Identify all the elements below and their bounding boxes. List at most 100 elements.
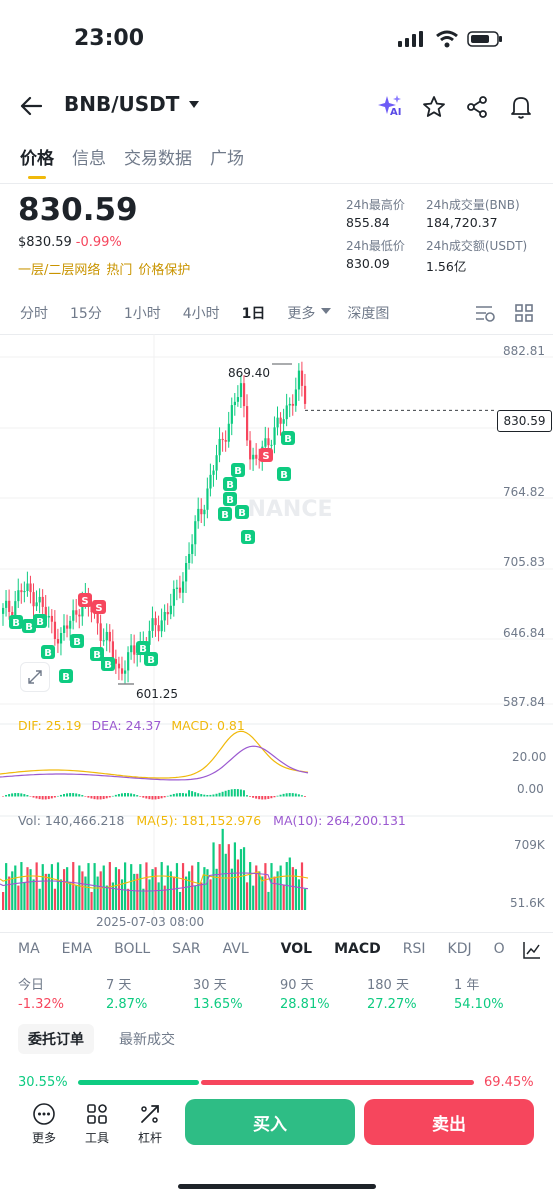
tab-trading-data[interactable]: 交易数据	[124, 149, 192, 169]
volume-bar	[276, 871, 279, 910]
marker-bg	[235, 505, 249, 519]
volume-bar	[270, 863, 273, 910]
marker-bg	[223, 492, 237, 506]
interval-4h[interactable]: 4小时	[182, 306, 220, 322]
tab-order-book[interactable]: 委托订单	[18, 1024, 94, 1054]
tools-tool[interactable]: 工具	[77, 1102, 117, 1146]
indicator-ema[interactable]: EMA	[61, 941, 93, 957]
vol-bnb-value: 184,720.37	[426, 215, 498, 230]
indicator-ma[interactable]: MA	[18, 941, 40, 957]
interval-1d[interactable]: 1日	[241, 306, 266, 322]
tools-label: 工具	[84, 1131, 109, 1145]
vol-usdt-value: 1.56亿	[426, 259, 467, 274]
macd-bar	[44, 796, 47, 800]
chart-grid	[0, 334, 553, 924]
candle-body	[285, 405, 288, 420]
tab-latest-trades[interactable]: 最新成交	[119, 1032, 175, 1048]
perf-label: 30 天	[193, 978, 227, 993]
tab-info[interactable]: 信息	[72, 149, 106, 169]
volume-bar	[90, 891, 93, 910]
back-arrow-icon[interactable]	[20, 96, 42, 116]
candle-body	[203, 509, 206, 515]
macd-bar	[279, 794, 282, 797]
more-label: 更多	[31, 1131, 56, 1145]
more-tool[interactable]: 更多	[24, 1102, 64, 1146]
home-indicator	[178, 1184, 376, 1189]
volume-bar	[63, 869, 66, 910]
indicator-rsi[interactable]: RSI	[402, 941, 426, 957]
marker-bg	[259, 448, 273, 462]
indicator-kdj[interactable]: KDJ	[447, 941, 472, 957]
marker-bg	[78, 593, 92, 607]
tag-price-protection[interactable]: 价格保护	[138, 263, 191, 278]
buy-button[interactable]: 买入	[185, 1099, 355, 1145]
low-marker-label: 601.25	[136, 687, 178, 701]
candle-body	[53, 621, 57, 639]
macd-bar	[78, 794, 81, 797]
indicator-sar[interactable]: SAR	[172, 941, 201, 957]
indicator-settings-icon[interactable]	[522, 940, 542, 960]
sell-button[interactable]: 卖出	[364, 1099, 534, 1145]
candle-body	[294, 389, 297, 406]
share-icon[interactable]	[465, 95, 489, 119]
macd-bar	[166, 795, 169, 797]
indicator-avl[interactable]: AVL	[222, 941, 249, 957]
volume-bar	[2, 892, 5, 910]
tab-price[interactable]: 价格	[20, 144, 54, 179]
tag-hot[interactable]: 热门	[106, 263, 133, 278]
volume-bar	[264, 863, 267, 910]
star-icon[interactable]	[422, 95, 446, 119]
more-caret-icon[interactable]	[321, 307, 332, 315]
indicator-boll[interactable]: BOLL	[114, 941, 151, 957]
candle-body	[230, 405, 233, 424]
macd-bar	[63, 794, 65, 797]
indicator-macd[interactable]: MACD	[334, 941, 381, 957]
leverage-tool[interactable]: 杠杆	[130, 1102, 170, 1146]
volume-bar	[239, 849, 243, 910]
ai-sparkle-icon[interactable]: AI	[376, 93, 404, 121]
pair-title[interactable]: BNB/USDT	[64, 92, 180, 116]
bell-icon[interactable]	[509, 94, 533, 120]
indicator-vol[interactable]: VOL	[280, 941, 313, 957]
volume-bar	[191, 865, 194, 910]
macd-bar	[172, 793, 175, 797]
interval-more[interactable]: 更多	[287, 306, 316, 322]
macd-bar	[99, 796, 102, 800]
interval-15m[interactable]: 15分	[70, 306, 102, 322]
candle-body	[276, 417, 279, 428]
chart-settings-icon[interactable]	[474, 303, 496, 323]
volume-bar	[111, 882, 114, 910]
candle-body	[69, 620, 72, 629]
candle-body	[47, 615, 50, 618]
tab-square[interactable]: 广场	[210, 149, 244, 169]
marker-bg	[231, 463, 245, 477]
layout-grid-icon[interactable]	[514, 303, 534, 323]
volume-bar	[291, 867, 294, 910]
depth-chart-tab[interactable]: 深度图	[347, 306, 390, 322]
interval-1h[interactable]: 1小时	[123, 306, 161, 322]
macd-bar	[203, 794, 206, 797]
caret-down-icon[interactable]	[188, 100, 200, 110]
volume-bar	[72, 862, 75, 910]
indicator-o[interactable]: O	[493, 941, 505, 957]
buy-marker: B	[59, 669, 73, 683]
dea-line	[0, 745, 309, 781]
candle-body	[209, 474, 212, 489]
marker-bg	[277, 467, 291, 481]
buy-marker: B	[9, 615, 23, 629]
candle-body	[282, 419, 285, 424]
more-dots-icon	[33, 1103, 55, 1125]
macd-bar	[282, 793, 285, 797]
macd-bar	[255, 796, 258, 799]
tag-layer-network[interactable]: 一层/二层网络	[18, 263, 101, 278]
high-marker-label: 869.40	[228, 366, 270, 380]
candle-body	[32, 592, 35, 607]
marker-text: B	[234, 466, 242, 477]
volume-bar	[169, 871, 172, 910]
interval-line[interactable]: 分时	[20, 306, 48, 322]
macd-bar	[249, 796, 252, 797]
volume-bar	[181, 863, 185, 910]
expand-chart-button[interactable]	[20, 662, 50, 692]
marker-bg	[241, 530, 255, 544]
